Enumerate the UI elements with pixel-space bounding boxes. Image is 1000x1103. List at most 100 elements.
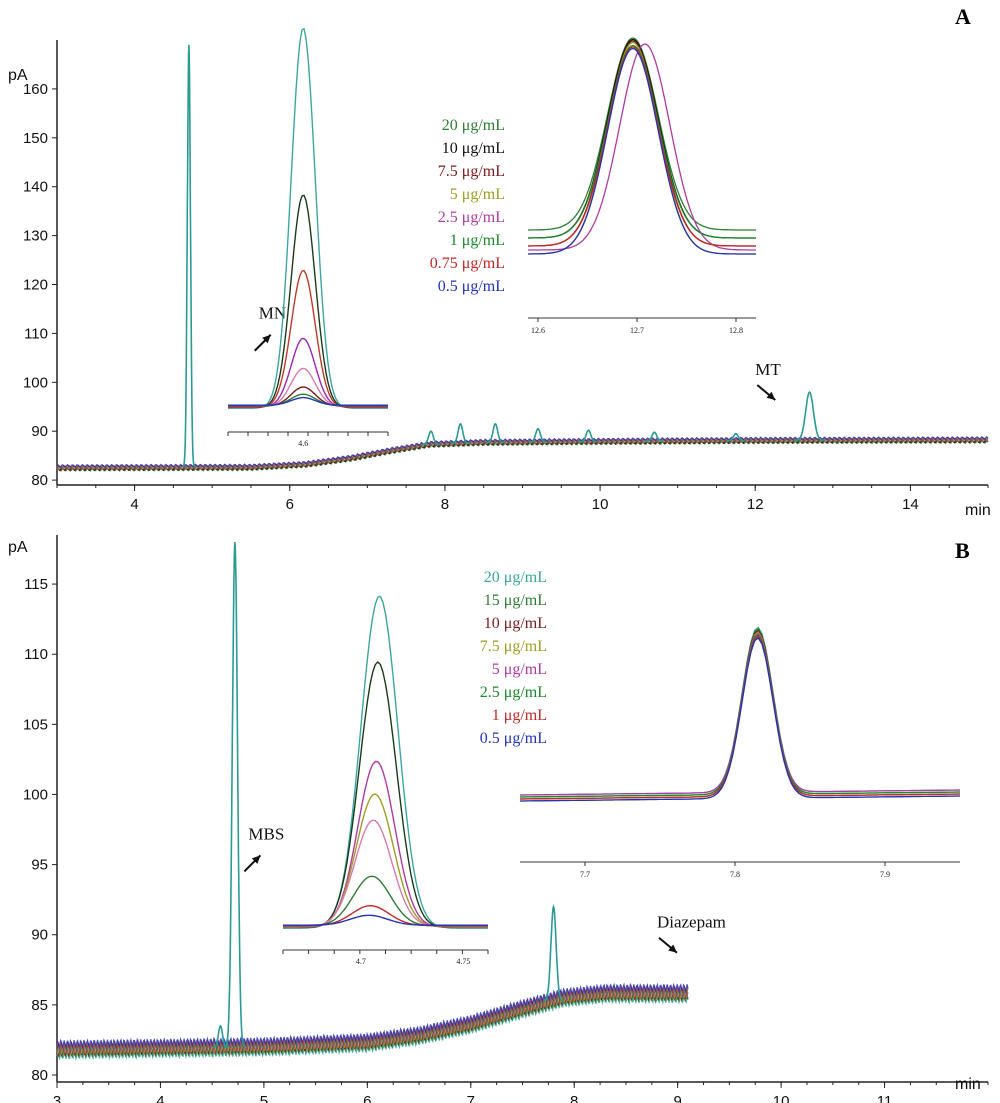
- panel-b: 80 85 90 95 100 105 110 115 3 4 5 6 7 8 9 10 11 pA min B MBS…: [8, 535, 989, 1103]
- series-trace: [57, 982, 689, 1049]
- legend-entry: 2.5 μg/mL: [438, 209, 505, 226]
- chromatogram-peak: [726, 432, 746, 442]
- y-tick-label: 150: [23, 130, 48, 147]
- x-tick-label: 10: [592, 496, 609, 513]
- chromatogram-peak: [645, 431, 664, 442]
- inset-peak-trace: [528, 37, 756, 231]
- inset-peak-trace: [228, 393, 388, 407]
- y-tick-label: 140: [23, 179, 48, 196]
- inset-peak-trace: [283, 793, 488, 928]
- inset-peak-trace: [228, 367, 388, 408]
- inset-tick-label: 4.75: [456, 957, 470, 966]
- inset-peak-trace: [228, 269, 388, 408]
- inset-peaks-zoom: 4.7 4.75: [282, 595, 489, 966]
- inset-peak-trace: [228, 396, 388, 406]
- chromatogram-peak: [451, 422, 470, 445]
- legend-entry: 2.5 μg/mL: [480, 684, 547, 701]
- legend-entry: 1 μg/mL: [492, 707, 547, 724]
- chromatogram-peak: [794, 390, 826, 442]
- legend-entry: 7.5 μg/mL: [438, 163, 505, 180]
- inset-tick-label: 7.7: [580, 870, 590, 879]
- inset-peak-trace: [228, 337, 388, 408]
- y-tick-label: 160: [23, 81, 48, 98]
- panel-letter: A: [955, 4, 971, 29]
- x-tick-label: 11: [877, 1093, 893, 1103]
- inset-tick-label: 7.8: [730, 870, 740, 879]
- x-unit-label: min: [955, 1076, 981, 1093]
- y-tick-label: 115: [24, 576, 48, 593]
- legend-entry: 0.75 μg/mL: [430, 255, 505, 272]
- chromatogram-peak: [528, 427, 548, 443]
- legend-entry: 1 μg/mL: [450, 232, 505, 249]
- x-tick-label: 12: [747, 496, 764, 513]
- y-tick-label: 100: [23, 374, 48, 391]
- legend-entry: 5 μg/mL: [450, 186, 505, 203]
- y-tick-label: 105: [23, 716, 48, 733]
- x-tick-label: 10: [773, 1093, 790, 1103]
- annotation-arrow: [658, 936, 678, 954]
- annotation-arrow: [756, 384, 776, 401]
- inset-peak-trace: [283, 595, 488, 929]
- chromatogram-peak: [579, 429, 598, 443]
- chromatogram-peak: [224, 541, 246, 1048]
- y-tick-label: 110: [24, 646, 48, 663]
- annotation-arrow: [254, 334, 272, 352]
- arrow-head: [262, 334, 271, 344]
- inset-peak-trace: [520, 637, 960, 802]
- inset-peak-trace: [228, 194, 388, 409]
- inset-second-peak-zoom: 12.6 12.7 12.8: [528, 37, 756, 335]
- y-tick-label: 110: [24, 325, 48, 342]
- inset-peak-trace: [283, 819, 488, 928]
- y-tick-label: 90: [31, 927, 48, 944]
- x-tick-label: 7: [467, 1093, 475, 1103]
- series-trace: [56, 992, 689, 1059]
- inset-tick-label: 4.6: [298, 439, 308, 448]
- chromatogram-peak: [421, 430, 441, 446]
- legend-entry: 0.5 μg/mL: [480, 730, 547, 747]
- inset-second-peak-zoom: 7.7 7.8 7.9: [520, 626, 960, 879]
- x-tick-label: 8: [441, 496, 449, 513]
- inset-peak-trace: [528, 43, 756, 251]
- legend-entry: 15 μg/mL: [484, 592, 547, 609]
- peak-annotation: Diazepam: [657, 913, 726, 932]
- x-tick-label: 14: [902, 496, 919, 513]
- inset-peak-trace: [528, 46, 756, 247]
- y-tick-label: 120: [23, 277, 48, 294]
- legend-entry: 20 μg/mL: [442, 117, 505, 134]
- chromatogram-peak: [543, 903, 564, 1002]
- x-tick-label: 4: [130, 496, 138, 513]
- x-tick-label: 4: [156, 1093, 164, 1103]
- y-tick-label: 85: [31, 997, 48, 1014]
- y-tick-label: 95: [31, 857, 48, 874]
- chromatogram-peak: [182, 44, 196, 469]
- y-tick-label: 130: [23, 228, 48, 245]
- arrow-head: [766, 391, 776, 400]
- y-tick-label: 80: [31, 1067, 48, 1084]
- legend-entry: 0.5 μg/mL: [438, 278, 505, 295]
- arrow-head: [668, 944, 677, 953]
- arrow-head: [251, 855, 261, 864]
- inset-peak-trace: [528, 47, 756, 255]
- panel-letter: B: [955, 538, 970, 563]
- inset-peak-trace: [528, 41, 756, 255]
- chromatogram-peak: [485, 422, 505, 444]
- legend-entry: 5 μg/mL: [492, 661, 547, 678]
- inset-peak-trace: [228, 386, 388, 407]
- y-tick-label: 90: [31, 423, 48, 440]
- panel-a: 80 90 100 110 120 130 140 150 160 4 6 8 10 12 14 pA min A…: [8, 4, 991, 519]
- annotation-arrow: [243, 854, 262, 873]
- peak-annotation: MBS: [248, 824, 284, 843]
- x-unit-label: min: [965, 502, 991, 519]
- x-tick-label: 5: [260, 1093, 268, 1103]
- inset-peak-trace: [283, 904, 488, 927]
- peak-annotation: MT: [755, 360, 781, 379]
- inset-peak-trace: [283, 914, 488, 926]
- inset-tick-label: 12.6: [531, 326, 545, 335]
- inset-tick-label: 12.7: [630, 326, 644, 335]
- inset-peak-trace: [283, 760, 488, 928]
- inset-tick-label: 7.9: [880, 870, 890, 879]
- x-tick-label: 3: [53, 1093, 61, 1103]
- legend-entry: 10 μg/mL: [484, 615, 547, 632]
- y-unit-label: pA: [8, 539, 28, 556]
